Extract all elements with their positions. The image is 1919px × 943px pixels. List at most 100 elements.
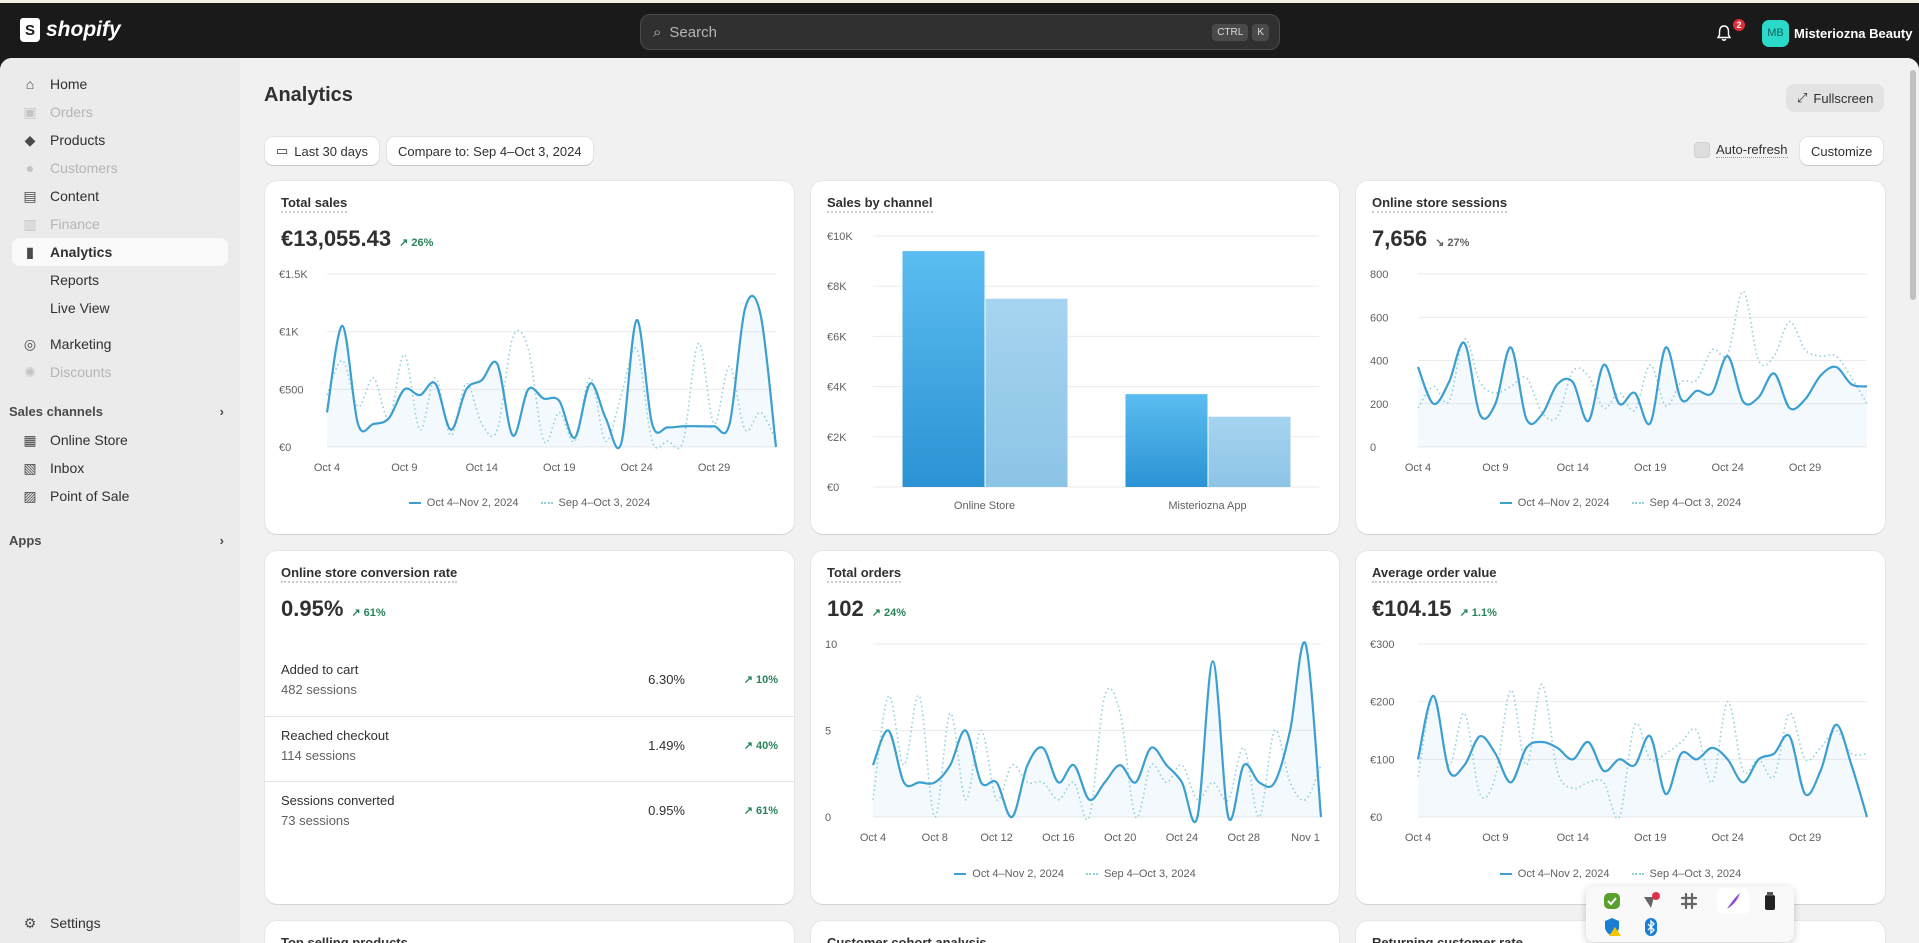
legend-current[interactable]: Oct 4–Nov 2, 2024 <box>954 868 1064 880</box>
y-tick-label: €500 <box>279 384 303 396</box>
scrollbar[interactable] <box>1907 58 1919 943</box>
legend-swatch-dotted <box>1631 873 1644 875</box>
inbox-icon: ▧ <box>23 459 37 476</box>
auto-refresh-checkbox[interactable]: Auto-refresh <box>1694 142 1788 158</box>
nav-label: Live View <box>50 300 110 316</box>
checkbox-box[interactable] <box>1694 142 1710 158</box>
y-tick-label: 400 <box>1370 356 1388 368</box>
legend-previous[interactable]: Sep 4–Oct 3, 2024 <box>1631 497 1741 509</box>
sidebar-item-customers[interactable]: ● Customers <box>12 154 228 182</box>
total-orders-card[interactable]: Total orders 102 ↗ 24% 0 5 10 Oct 4 Oct 8 Oct … <box>811 551 1339 904</box>
sidebar-item-marketing[interactable]: ◎ Marketing <box>12 330 228 358</box>
x-tick-label: Oct 14 <box>1557 832 1589 844</box>
sidebar-item-inbox[interactable]: ▧ Inbox <box>12 454 228 482</box>
usb-drive-icon[interactable] <box>1760 891 1780 911</box>
brand-name: shopify <box>46 18 121 41</box>
nav-label: Point of Sale <box>50 488 130 504</box>
sidebar-item-online-store[interactable]: ▦ Online Store <box>12 426 228 454</box>
average-order-value-card[interactable]: Average order value €104.15 ↗ 1.1% €0 €100… <box>1356 551 1885 904</box>
apps-header[interactable]: Apps › <box>9 533 224 548</box>
card-title[interactable]: Total sales <box>281 195 348 213</box>
metric-value: €13,055.43 <box>281 226 392 251</box>
sidebar-item-home[interactable]: ⌂ Home <box>12 70 228 98</box>
sidebar-item-live-view[interactable]: Live View <box>12 294 228 322</box>
funnel-row-reached-checkout: Reached checkout 114 sessions 1.49% ↗ 40% <box>265 716 794 781</box>
page-title: Analytics <box>264 84 353 106</box>
sales-channels-header[interactable]: Sales channels › <box>9 404 224 419</box>
x-tick-label: Oct 4 <box>860 832 886 844</box>
nav-label: Content <box>50 188 100 204</box>
sales-by-channel-card[interactable]: Sales by channel €0 €2K €4K €6K €8K €10K Onlin… <box>811 181 1339 534</box>
top-selling-products-card[interactable]: Top selling products <box>265 921 794 943</box>
compare-button[interactable]: Compare to: Sep 4–Oct 3, 2024 <box>387 137 593 165</box>
legend-current[interactable]: Oct 4–Nov 2, 2024 <box>408 497 519 509</box>
card-title[interactable]: Online store sessions <box>1372 195 1508 213</box>
row-label: Sessions converted <box>281 793 395 808</box>
card-title[interactable]: Top selling products <box>281 935 408 943</box>
feather-icon[interactable] <box>1723 891 1743 911</box>
date-range-button[interactable]: ▭ Last 30 days <box>265 137 380 165</box>
legend-current[interactable]: Oct 4–Nov 2, 2024 <box>1499 497 1610 509</box>
legend-previous[interactable]: Sep 4–Oct 3, 2024 <box>1086 868 1196 880</box>
legend-label: Sep 4–Oct 3, 2024 <box>558 497 651 509</box>
shield-check-icon[interactable] <box>1602 891 1622 911</box>
card-title[interactable]: Online store conversion rate <box>281 565 458 583</box>
legend-previous[interactable]: Sep 4–Oct 3, 2024 <box>1631 868 1741 880</box>
row-label: Reached checkout <box>281 728 389 743</box>
sidebar-item-reports[interactable]: Reports <box>12 266 228 294</box>
legend-previous[interactable]: Sep 4–Oct 3, 2024 <box>540 497 651 509</box>
bar-previous <box>985 298 1068 487</box>
bar-previous <box>1208 416 1291 487</box>
row-change: ↗ 10% <box>743 674 778 686</box>
bank-icon: ▥ <box>23 215 37 232</box>
search-input[interactable]: ⌕ Search CTRL K <box>640 14 1280 50</box>
card-title[interactable]: Average order value <box>1372 565 1497 583</box>
defender-warning-icon[interactable] <box>1602 917 1622 937</box>
sidebar-item-analytics[interactable]: ▮ Analytics <box>12 238 228 266</box>
legend-swatch-solid <box>1499 873 1512 875</box>
legend-current[interactable]: Oct 4–Nov 2, 2024 <box>1499 868 1610 880</box>
avatar[interactable]: MB <box>1762 20 1789 47</box>
legend-label: Oct 4–Nov 2, 2024 <box>972 868 1064 880</box>
row-change: ↗ 40% <box>743 740 778 752</box>
button-label: Compare to: Sep 4–Oct 3, 2024 <box>398 143 582 159</box>
category-label: Misteriozna App <box>1168 500 1246 512</box>
gear-icon: ⚙ <box>23 914 37 931</box>
sidebar-item-content[interactable]: ▤ Content <box>12 182 228 210</box>
content-icon: ▤ <box>23 187 37 204</box>
conversion-rate-card[interactable]: Online store conversion rate 0.95% ↗ 61% … <box>265 551 794 904</box>
metric-delta: ↘ 27% <box>1435 237 1470 249</box>
card-title[interactable]: Sales by channel <box>827 195 933 213</box>
card-title[interactable]: Returning customer rate <box>1372 935 1523 943</box>
total-orders-chart: 0 5 10 Oct 4 Oct 8 Oct 12 Oct 16 Oct 20 Oct 24 Oc… <box>825 639 1323 844</box>
chart-legend: Oct 4–Nov 2, 2024 Sep 4–Oct 3, 2024 <box>265 497 794 509</box>
shopify-bag-icon: S <box>20 18 40 42</box>
x-tick-label: Oct 9 <box>1482 462 1508 474</box>
legend-swatch-dotted <box>540 502 553 504</box>
sidebar-item-orders[interactable]: ▣ Orders <box>12 98 228 126</box>
vpn-error-icon[interactable] <box>1641 891 1661 911</box>
y-tick-label: €100 <box>1370 754 1394 766</box>
sidebar-item-discounts[interactable]: ✺ Discounts <box>12 358 228 386</box>
sidebar-item-products[interactable]: ◆ Products <box>12 126 228 154</box>
current-period-line <box>1416 694 1869 818</box>
slack-icon[interactable] <box>1679 891 1699 911</box>
bluetooth-icon[interactable] <box>1641 917 1661 937</box>
sidebar-item-settings[interactable]: ⚙ Settings <box>12 909 228 937</box>
total-sales-card[interactable]: Total sales €13,055.43 ↗ 26% €0 €500 €1K €1.… <box>265 181 794 534</box>
sessions-card[interactable]: Online store sessions 7,656 ↘ 27% 0 200 400… <box>1356 181 1885 534</box>
notifications-button[interactable]: 2 <box>1716 19 1746 45</box>
store-name[interactable]: Misteriozna Beauty <box>1794 26 1913 41</box>
scrollbar-thumb[interactable] <box>1910 70 1916 300</box>
sidebar-item-finance[interactable]: ▥ Finance <box>12 210 228 238</box>
sidebar-item-point-of-sale[interactable]: ▨ Point of Sale <box>12 482 228 510</box>
fullscreen-button[interactable]: ⤢ Fullscreen <box>1786 84 1885 112</box>
card-title[interactable]: Total orders <box>827 565 902 583</box>
customer-cohort-card[interactable]: Customer cohort analysis <box>811 921 1339 943</box>
card-title[interactable]: Customer cohort analysis <box>827 935 987 943</box>
customize-button[interactable]: Customize <box>1800 137 1884 165</box>
bar-current <box>902 251 985 487</box>
row-rate: 1.49% <box>648 738 685 753</box>
